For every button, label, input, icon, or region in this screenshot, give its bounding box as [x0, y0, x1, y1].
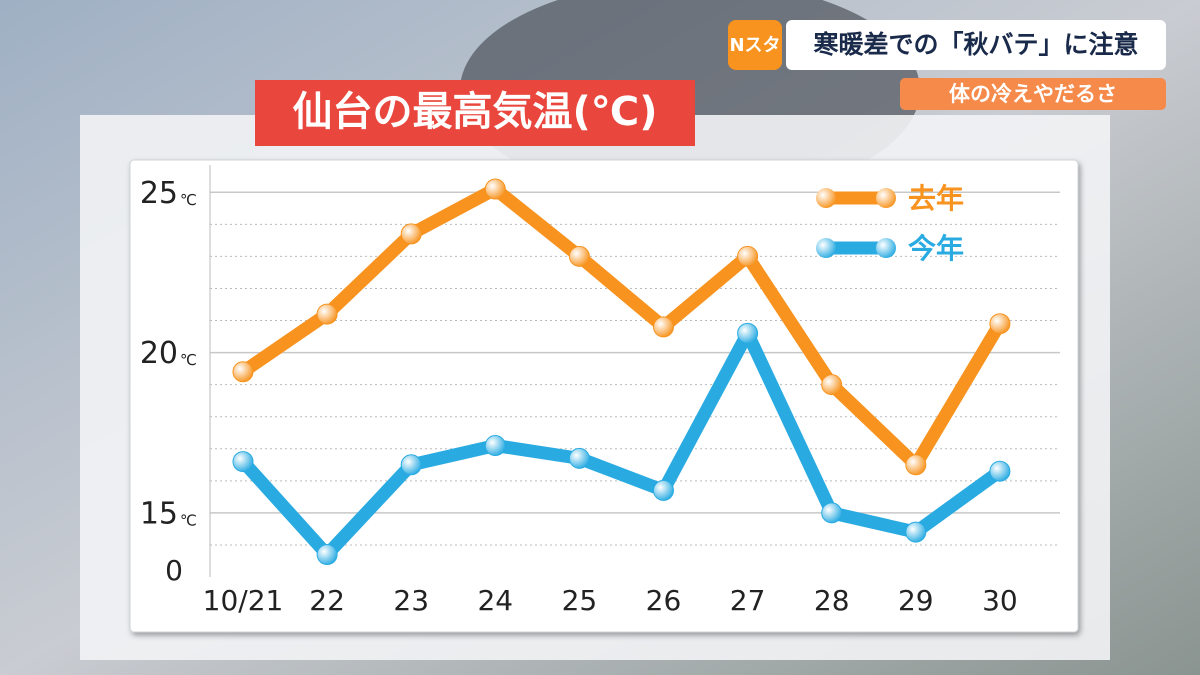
- x-tick-label: 25: [562, 584, 598, 617]
- data-point: [400, 223, 422, 245]
- data-point: [989, 460, 1011, 482]
- chart-title: 仙台の最高気温(℃): [293, 89, 658, 135]
- legend-dot: [876, 188, 896, 208]
- y-unit: ℃: [180, 511, 197, 529]
- data-point: [568, 447, 590, 469]
- legend-dot: [876, 238, 896, 258]
- chart-panel: [129, 159, 1079, 633]
- title-box: [255, 80, 695, 146]
- data-point: [568, 245, 590, 267]
- x-tick-label: 24: [477, 584, 513, 617]
- data-point: [821, 502, 843, 524]
- legend-dot: [816, 238, 836, 258]
- data-point: [232, 451, 254, 473]
- y-tick-label: 20: [140, 336, 178, 371]
- y-unit: ℃: [180, 191, 197, 209]
- data-point: [737, 245, 759, 267]
- data-point: [905, 521, 927, 543]
- y-tick-label: 25: [140, 176, 178, 211]
- data-point: [737, 322, 759, 344]
- y-axis-floor-label: 0: [165, 554, 183, 587]
- x-tick-label: 27: [730, 584, 766, 617]
- data-point: [484, 435, 506, 457]
- data-point: [653, 316, 674, 338]
- y-tick-label: 15: [140, 496, 178, 531]
- data-point: [653, 479, 674, 501]
- data-point: [400, 454, 422, 476]
- y-unit: ℃: [180, 351, 197, 369]
- subheadline: 体の冷えやだるさ: [949, 82, 1117, 106]
- data-point: [484, 178, 506, 200]
- series-line: [238, 326, 1004, 562]
- x-tick-label: 22: [309, 584, 345, 617]
- legend-label: 去年: [908, 182, 964, 215]
- x-tick-label: 30: [982, 584, 1018, 617]
- data-point: [905, 454, 927, 476]
- x-tick-label: 23: [393, 584, 429, 617]
- headline-box: [786, 20, 1166, 70]
- data-point: [232, 361, 254, 383]
- headline: 寒暖差での「秋バテ」に注意: [813, 30, 1138, 59]
- data-point: [316, 544, 338, 566]
- x-tick-label: 29: [898, 584, 934, 617]
- x-tick-label: 10/21: [203, 584, 284, 617]
- legend-label: 今年: [908, 232, 964, 265]
- subheadline-box: [900, 78, 1166, 110]
- logo: Nスタ: [729, 35, 780, 56]
- x-tick-label: 26: [646, 584, 682, 617]
- data-point: [989, 313, 1011, 335]
- series-line: [239, 182, 1006, 472]
- x-tick-label: 28: [814, 584, 850, 617]
- data-point: [316, 303, 338, 325]
- legend-dot: [816, 188, 836, 208]
- logo-box: [728, 20, 782, 70]
- data-point: [821, 374, 843, 396]
